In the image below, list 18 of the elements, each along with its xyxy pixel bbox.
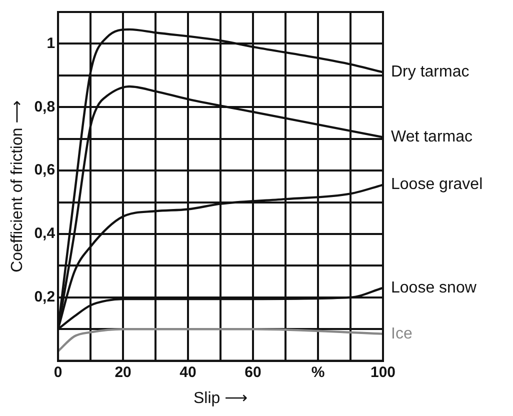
x-tick-label: 60	[244, 364, 262, 381]
series-label: Ice	[391, 325, 412, 342]
x-axis-title: Slip ⟶	[193, 390, 248, 407]
y-axis-title: Coefficient of friction ⟶	[9, 100, 26, 272]
x-tick-label: 0	[54, 364, 62, 381]
series-label: Loose gravel	[391, 176, 483, 194]
series-label: Wet tarmac	[391, 128, 472, 146]
y-tick-label: 0,8	[34, 98, 56, 116]
x-tick-label: %	[311, 364, 325, 381]
y-tick-label: 0,2	[34, 288, 56, 306]
x-tick-label: 100	[370, 364, 396, 381]
series-label: Dry tarmac	[391, 64, 470, 81]
x-tick-label: 20	[114, 364, 132, 381]
y-tick-label: 1	[46, 34, 56, 52]
y-tick-label: 0,4	[34, 225, 56, 242]
y-tick-label: 0,6	[34, 162, 56, 179]
x-tick-label: 40	[180, 364, 196, 381]
series-label: Loose snow	[391, 279, 477, 296]
